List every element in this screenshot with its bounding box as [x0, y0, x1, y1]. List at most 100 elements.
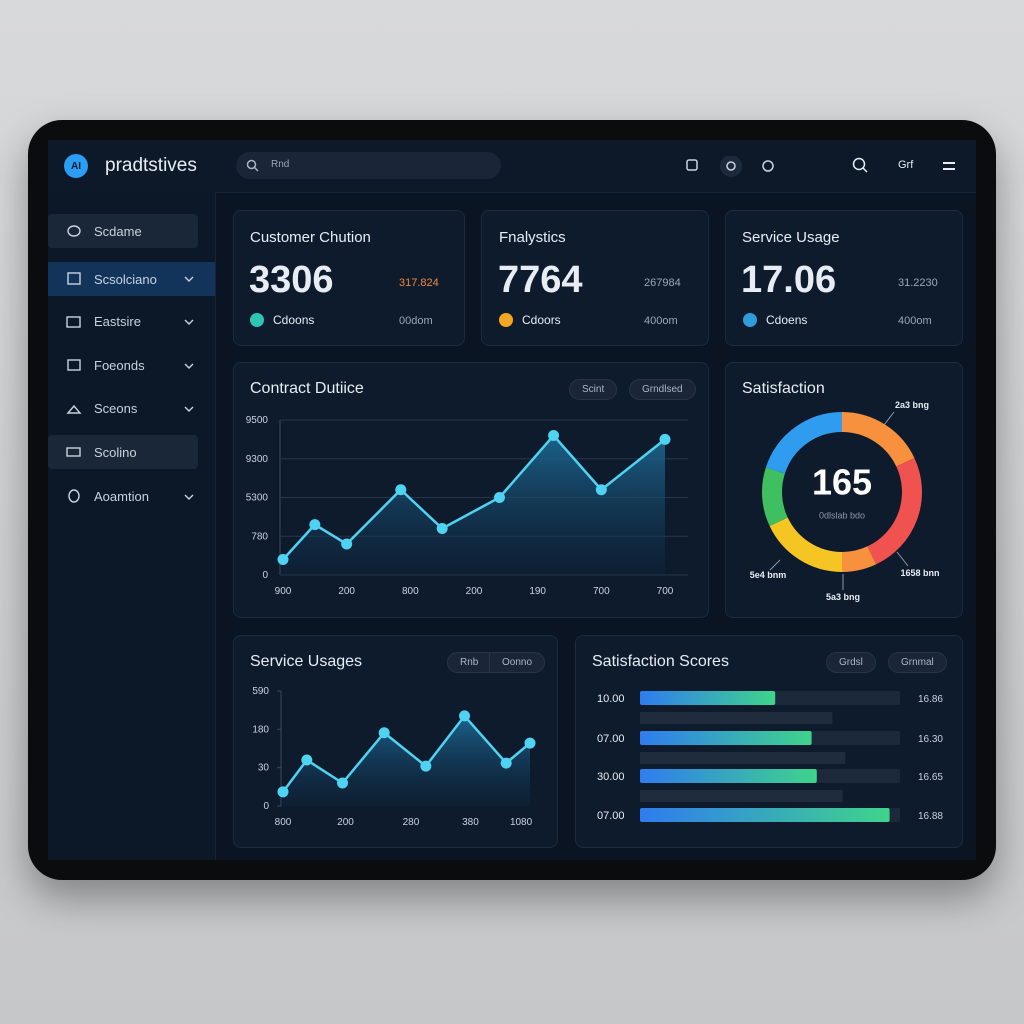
point — [395, 484, 407, 496]
button[interactable]: Grdsl — [826, 652, 876, 673]
y-tick-label: 780 — [251, 531, 268, 542]
donut-label: 1658 bnn — [900, 568, 939, 578]
secondary-bar — [640, 790, 843, 802]
x-tick-label: 1080 — [510, 817, 533, 828]
point — [595, 484, 607, 496]
row-value: 16.88 — [918, 811, 943, 822]
icon[interactable] — [720, 156, 742, 177]
search-icon — [246, 159, 259, 172]
icon[interactable] — [762, 160, 774, 172]
kpi-tag: Cdoors — [522, 313, 561, 327]
button[interactable]: Grnmal — [888, 652, 947, 673]
icon[interactable] — [852, 157, 866, 171]
header-icons — [686, 156, 955, 177]
row-value: 16.65 — [918, 772, 943, 783]
kpi-title: Service Usage — [742, 229, 840, 246]
nav-item[interactable]: Foeonds — [94, 357, 145, 373]
point — [459, 710, 471, 722]
donut-segment — [762, 467, 788, 527]
y-tick-label: 30 — [258, 763, 270, 774]
kpi-title: Fnalystics — [499, 229, 566, 246]
nav-icons — [66, 225, 194, 503]
chart-title: Service Usages — [250, 653, 363, 670]
brand: pradtstives — [105, 155, 197, 176]
point — [420, 760, 432, 772]
donut-label: 5a3 bng — [826, 592, 860, 602]
nav-item[interactable]: Eastsire — [94, 313, 141, 329]
nav-item[interactable]: Sceons — [94, 400, 138, 416]
header: AI pradtstives Rnd Grf — [48, 140, 976, 193]
point — [277, 554, 289, 565]
y-tick-label: 0 — [263, 801, 269, 812]
x-tick-label: 900 — [275, 586, 292, 597]
kpi-delta: 31.2230 — [898, 277, 938, 289]
x-tick-label: 700 — [593, 586, 610, 597]
chart-card: Service Usages Rnb Oonno — [233, 635, 558, 848]
nav-item[interactable]: Scolino — [48, 435, 198, 469]
kpi-dot — [250, 313, 264, 327]
row-label: 30.00 — [597, 771, 625, 783]
donut-label: 5e4 bnm — [750, 570, 787, 580]
donut-segment — [765, 412, 843, 474]
donut-label: 2a3 bng — [895, 400, 929, 410]
donut-segment — [867, 457, 922, 565]
button[interactable]: Oonno — [489, 652, 546, 673]
y-tick-label: 180 — [252, 724, 269, 735]
point — [524, 737, 536, 749]
secondary-bar — [640, 752, 846, 764]
menu-icon[interactable] — [943, 162, 955, 164]
kpi-delta: 267984 — [644, 277, 681, 289]
row-value: 16.86 — [918, 694, 943, 705]
user[interactable]: Grf — [898, 159, 914, 171]
kpi-note: 00dom — [399, 315, 433, 327]
donut-value: 165 — [812, 462, 872, 503]
sidebar: Scdame Scsolciano Eastsire Foeonds Sceon… — [48, 192, 216, 860]
x-tick-label: 200 — [338, 586, 355, 597]
y-tick-label: 590 — [252, 686, 269, 697]
y-tick-label: 9500 — [246, 415, 269, 426]
icon[interactable] — [686, 159, 698, 171]
point — [493, 492, 505, 503]
x-tick-label: 380 — [462, 817, 479, 828]
x-tick-label: 800 — [402, 586, 419, 597]
kpi-note: 400om — [898, 315, 932, 327]
x-tick-label: 700 — [657, 586, 674, 597]
donut-title: Satisfaction — [742, 380, 825, 397]
area — [283, 715, 530, 806]
donut-segment — [841, 546, 877, 572]
donut-leaders — [769, 411, 909, 590]
bar — [640, 691, 776, 705]
button[interactable]: Scint — [569, 379, 618, 400]
bar — [640, 731, 812, 745]
secondary-bar — [640, 712, 833, 724]
button[interactable]: Grndlsed — [629, 379, 696, 400]
donut-segment — [769, 517, 843, 572]
row-label: 10.00 — [597, 693, 625, 705]
point — [341, 538, 353, 550]
kpi-value: 17.06 — [741, 259, 837, 301]
scores-title: Satisfaction Scores — [592, 653, 729, 670]
row-label: 07.00 — [597, 733, 625, 745]
point — [277, 786, 289, 798]
donut-caption: 0dlslab bdo — [819, 510, 865, 520]
search-box[interactable]: Rnd — [236, 152, 501, 179]
point — [659, 433, 671, 445]
point — [301, 754, 313, 766]
kpi-dot — [743, 313, 757, 327]
kpi-value: 7764 — [498, 259, 583, 301]
nav-item[interactable]: Scdame — [48, 214, 198, 248]
y-tick-label: 0 — [262, 570, 268, 581]
x-tick-label: 200 — [337, 817, 354, 828]
area — [283, 435, 665, 575]
point — [378, 727, 390, 739]
kpi-card: Service Usage 17.06 31.2230 Cdoens 400om — [725, 210, 963, 346]
x-tick-label: 200 — [466, 586, 483, 597]
nav-item[interactable]: Aoamtion — [94, 488, 149, 504]
row-value: 16.30 — [918, 734, 943, 745]
point — [309, 519, 321, 531]
row-label: 07.00 — [597, 810, 625, 822]
chart-title: Contract Dutiice — [250, 380, 364, 397]
search-placeholder: Rnd — [271, 159, 290, 170]
